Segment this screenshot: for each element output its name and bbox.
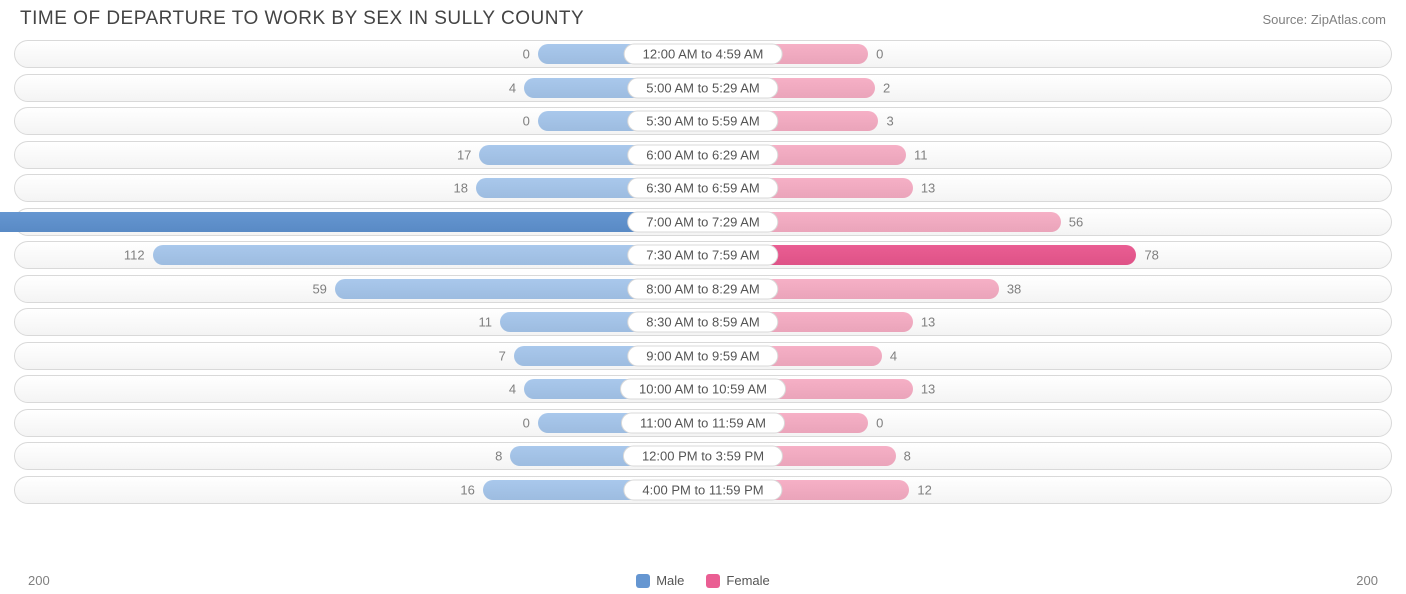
row-category-label: 6:00 AM to 6:29 AM [627, 144, 778, 165]
chart-title: TIME OF DEPARTURE TO WORK BY SEX IN SULL… [20, 8, 584, 30]
female-value: 13 [921, 382, 935, 397]
legend-label: Female [726, 573, 769, 588]
chart-row: 11:00 AM to 11:59 AM 0 0 [14, 409, 1392, 437]
male-value: 112 [124, 248, 145, 263]
legend-swatch [706, 574, 720, 588]
chart-row: 9:00 AM to 9:59 AM 7 4 [14, 342, 1392, 370]
legend-item: Male [636, 573, 684, 588]
chart-row: 10:00 AM to 10:59 AM 4 13 [14, 375, 1392, 403]
row-category-label: 9:00 AM to 9:59 AM [627, 345, 778, 366]
female-value: 11 [914, 147, 928, 162]
chart-row: 12:00 PM to 3:59 PM 8 8 [14, 442, 1392, 470]
row-category-label: 12:00 PM to 3:59 PM [623, 446, 783, 467]
legend-label: Male [656, 573, 684, 588]
male-bar [0, 212, 703, 232]
chart-source: Source: ZipAtlas.com [1262, 12, 1386, 27]
row-category-label: 5:00 AM to 5:29 AM [627, 77, 778, 98]
male-value: 0 [523, 47, 530, 62]
female-value: 8 [904, 449, 911, 464]
chart-row: 8:00 AM to 8:29 AM 59 38 [14, 275, 1392, 303]
chart-row: 7:00 AM to 7:29 AM16556 [14, 208, 1392, 236]
female-value: 13 [921, 315, 935, 330]
male-value: 16 [460, 482, 474, 497]
row-category-label: 8:30 AM to 8:59 AM [627, 312, 778, 333]
legend-swatch [636, 574, 650, 588]
male-value: 8 [495, 449, 502, 464]
legend-item: Female [706, 573, 769, 588]
chart-row: 12:00 AM to 4:59 AM 0 0 [14, 40, 1392, 68]
female-value: 4 [890, 348, 897, 363]
male-value: 18 [454, 181, 468, 196]
axis-right-max: 200 [1356, 573, 1378, 588]
chart-row: 5:30 AM to 5:59 AM 0 3 [14, 107, 1392, 135]
chart-header: TIME OF DEPARTURE TO WORK BY SEX IN SULL… [0, 0, 1406, 36]
chart-row: 6:00 AM to 6:29 AM 17 11 [14, 141, 1392, 169]
row-category-label: 7:30 AM to 7:59 AM [627, 245, 778, 266]
female-value: 56 [1069, 214, 1083, 229]
male-value: 7 [499, 348, 506, 363]
row-category-label: 11:00 AM to 11:59 AM [621, 412, 785, 433]
female-value: 12 [917, 482, 931, 497]
row-category-label: 5:30 AM to 5:59 AM [627, 111, 778, 132]
chart-row: 7:30 AM to 7:59 AM 112 78 [14, 241, 1392, 269]
chart-area: 12:00 AM to 4:59 AM 0 0 5:00 AM to 5:29 AM 4… [0, 36, 1406, 504]
row-category-label: 8:00 AM to 8:29 AM [627, 278, 778, 299]
chart-footer: 200 Male Female 200 [0, 573, 1406, 588]
female-value: 0 [876, 415, 883, 430]
male-value: 11 [479, 315, 493, 330]
female-value: 78 [1144, 248, 1158, 263]
male-value: 0 [523, 114, 530, 129]
row-category-label: 7:00 AM to 7:29 AM [627, 211, 778, 232]
female-value: 3 [886, 114, 893, 129]
row-category-label: 12:00 AM to 4:59 AM [624, 44, 783, 65]
male-value: 4 [509, 382, 516, 397]
axis-left-max: 200 [28, 573, 50, 588]
row-category-label: 6:30 AM to 6:59 AM [627, 178, 778, 199]
chart-row: 6:30 AM to 6:59 AM 18 13 [14, 174, 1392, 202]
chart-row: 5:00 AM to 5:29 AM 4 2 [14, 74, 1392, 102]
female-value: 13 [921, 181, 935, 196]
male-value: 17 [457, 147, 471, 162]
male-value: 4 [509, 80, 516, 95]
female-value: 2 [883, 80, 890, 95]
male-bar [153, 245, 703, 265]
chart-row: 4:00 PM to 11:59 PM 16 12 [14, 476, 1392, 504]
chart-row: 8:30 AM to 8:59 AM 11 13 [14, 308, 1392, 336]
legend: Male Female [50, 573, 1357, 588]
row-category-label: 4:00 PM to 11:59 PM [623, 479, 782, 500]
female-value: 0 [876, 47, 883, 62]
male-value: 59 [312, 281, 326, 296]
female-value: 38 [1007, 281, 1021, 296]
row-category-label: 10:00 AM to 10:59 AM [620, 379, 786, 400]
male-value: 0 [523, 415, 530, 430]
